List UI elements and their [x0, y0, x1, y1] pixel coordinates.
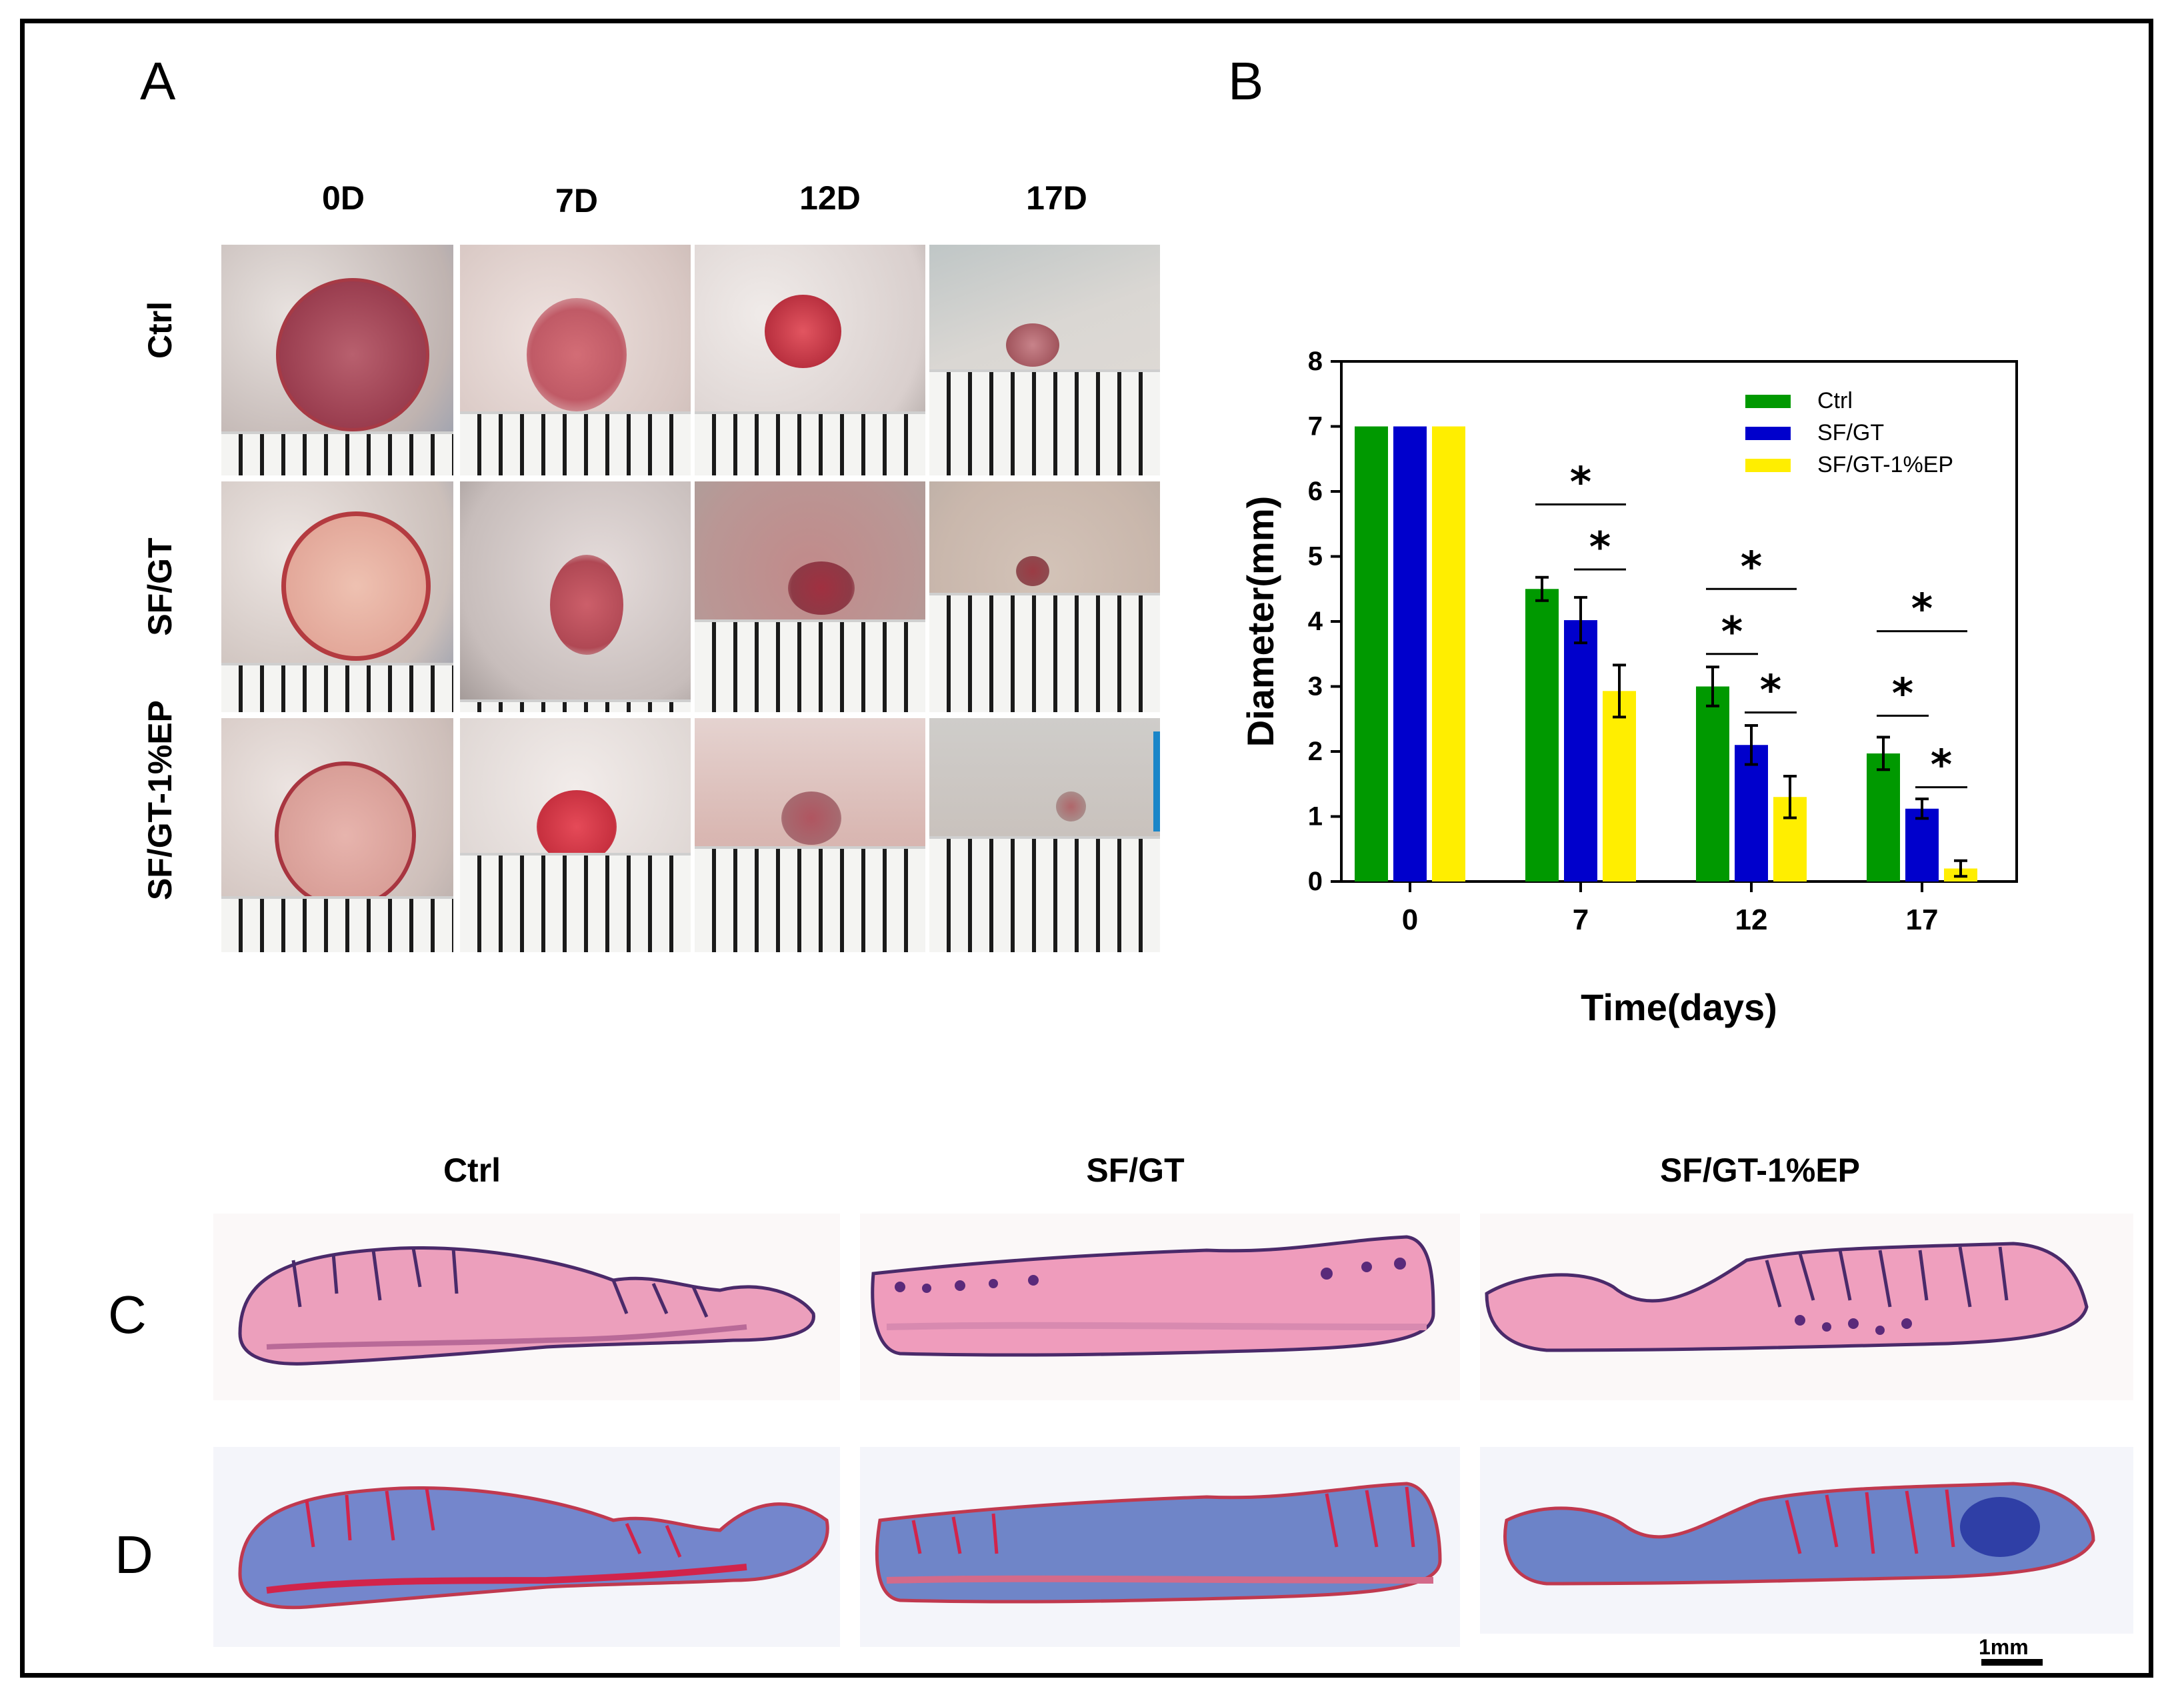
significance-mark: *	[1931, 741, 1952, 789]
wound-photo	[928, 243, 1161, 477]
wound-photo	[220, 480, 455, 713]
bar	[1603, 691, 1636, 882]
legend-swatch	[1745, 395, 1791, 408]
x-axis-title: Time(days)	[1581, 986, 1777, 1028]
y-tick-label: 0	[1308, 867, 1323, 896]
masson-section-ctrl	[213, 1447, 840, 1647]
wound-photo	[220, 717, 455, 954]
panel-a-column-label: 12D	[799, 179, 861, 217]
wound-photo	[928, 717, 1161, 954]
scale-bar	[1981, 1659, 2043, 1666]
wound-photo	[693, 717, 927, 954]
panel-a-row-label: SF/GT-1%EP	[141, 699, 179, 901]
legend-label: Ctrl	[1817, 388, 1853, 413]
wound-photo	[459, 717, 692, 954]
x-tick-label: 0	[1402, 904, 1418, 936]
legend-swatch	[1745, 427, 1791, 440]
y-tick-label: 6	[1308, 477, 1323, 506]
bar	[1525, 589, 1559, 882]
legend-label: SF/GT-1%EP	[1817, 452, 1953, 477]
panel-a-row-label: SF/GT	[141, 537, 179, 636]
y-tick-label: 3	[1308, 672, 1323, 701]
significance-mark: *	[1570, 458, 1591, 507]
panel-a-column-label: 0D	[322, 179, 365, 217]
histology-column-label: SF/GT	[1086, 1152, 1185, 1189]
y-tick-label: 7	[1308, 412, 1323, 441]
legend-swatch	[1745, 459, 1791, 472]
significance-mark: *	[1589, 523, 1611, 571]
wound-photo	[928, 480, 1161, 713]
masson-section-sfgt	[860, 1447, 1460, 1647]
bar	[1905, 808, 1939, 882]
he-section-sfgt-1ep	[1480, 1214, 2133, 1400]
y-tick-label: 1	[1308, 802, 1323, 831]
bar	[1432, 426, 1465, 882]
wound-photo	[459, 243, 692, 477]
panel-a-column-label: 17D	[1026, 179, 1087, 217]
panel-label-b: B	[1228, 51, 1264, 111]
panel-label-a: A	[140, 51, 176, 111]
panel-a-column-label: 7D	[555, 182, 598, 219]
bar	[1735, 745, 1768, 882]
panel-label-d: D	[115, 1525, 153, 1584]
histology-column-label: Ctrl	[443, 1152, 501, 1189]
wound-photo	[693, 243, 927, 477]
wound-photo	[220, 243, 455, 477]
scale-bar-label: 1mm	[1979, 1635, 2029, 1659]
figure-frame	[20, 19, 2153, 1678]
significance-mark: *	[1911, 585, 1933, 633]
he-section-ctrl	[213, 1214, 840, 1400]
significance-mark: *	[1721, 607, 1743, 656]
bar	[1564, 620, 1597, 882]
legend-label: SF/GT	[1817, 420, 1884, 445]
significance-mark: *	[1892, 669, 1913, 717]
bar	[1696, 686, 1729, 882]
panel-label-c: C	[108, 1285, 147, 1344]
y-tick-label: 2	[1308, 737, 1323, 766]
significance-mark: *	[1760, 666, 1781, 715]
y-tick-label: 5	[1308, 542, 1323, 571]
y-tick-label: 4	[1308, 607, 1323, 636]
bar	[1355, 426, 1388, 882]
y-axis-title: Diameter(mm)	[1240, 496, 1281, 747]
y-tick-label: 8	[1308, 347, 1323, 376]
wound-photo	[459, 480, 692, 713]
x-tick-label: 12	[1735, 904, 1768, 936]
masson-section-sfgt-1ep	[1480, 1447, 2133, 1634]
x-tick-label: 7	[1573, 904, 1589, 936]
panel-a-row-label: Ctrl	[141, 301, 179, 359]
wound-photo	[693, 480, 927, 713]
significance-mark: *	[1741, 542, 1762, 591]
x-tick-label: 17	[1906, 904, 1939, 936]
he-section-sfgt	[860, 1214, 1460, 1400]
bar	[1867, 753, 1900, 882]
bar	[1393, 426, 1427, 882]
histology-column-label: SF/GT-1%EP	[1659, 1152, 1861, 1189]
